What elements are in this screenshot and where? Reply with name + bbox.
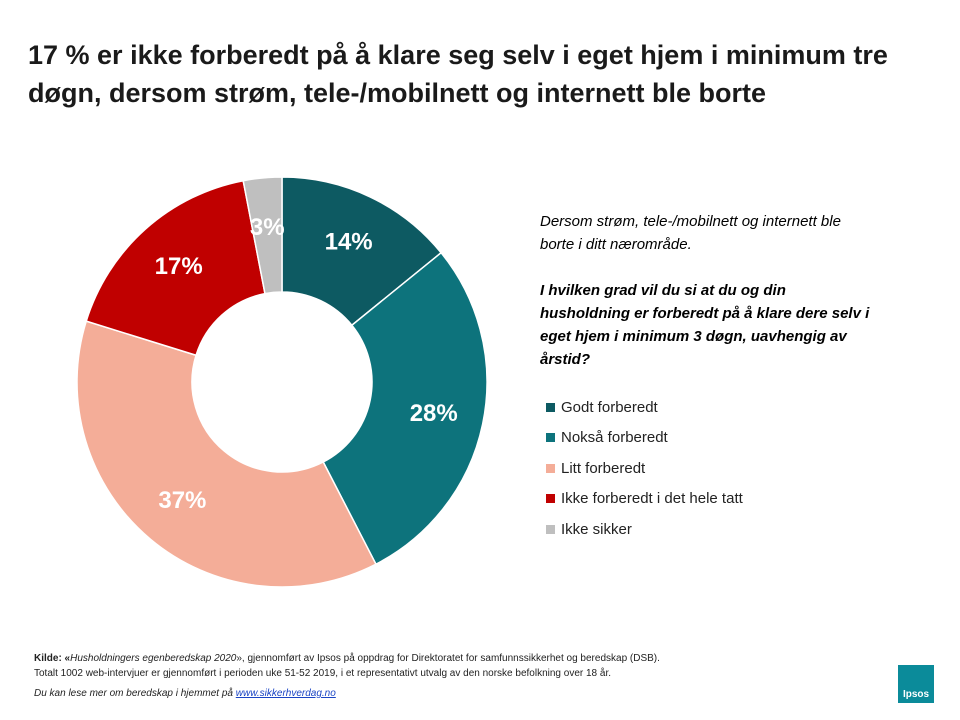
ipsos-logo: Ipsos <box>898 665 934 703</box>
legend-item-ikke-sikker: Ikke sikker <box>546 514 743 545</box>
legend-item-ikke-forberedt-i-det-hele-tatt: Ikke forberedt i det hele tatt <box>546 484 743 515</box>
footer: Kilde: «Husholdningers egenberedskap 202… <box>34 651 884 701</box>
source-prefix: Kilde: « <box>34 653 71 664</box>
page-title: 17 % er ikke forberedt på å klare seg se… <box>28 40 888 108</box>
legend-swatch <box>546 433 555 443</box>
sikkerhverdag-link[interactable]: www.sikkerhverdag.no <box>235 688 336 699</box>
legend-label: Ikke forberedt i det hele tatt <box>561 490 743 508</box>
method-note: Totalt 1002 web-intervjuer er gjennomfør… <box>34 668 612 679</box>
legend-swatch <box>546 524 555 534</box>
source-suffix: », gjennomført av Ipsos på oppdrag for D… <box>236 653 660 664</box>
source-study: Husholdningers egenberedskap 2020 <box>70 653 237 664</box>
donut-slices <box>76 176 488 588</box>
ipsos-logo-text: Ipsos <box>902 689 930 700</box>
chart-legend: Godt forberedt Nokså forberedt Litt forber… <box>546 392 743 545</box>
slice-ikke-forberedt-i-det-hele-tatt <box>85 179 266 357</box>
slice-litt-forberedt <box>76 320 377 588</box>
question-text: I hvilken grad vil du si at du og din hu… <box>540 282 870 368</box>
legend-label: Ikke sikker <box>561 520 632 538</box>
legend-item-godt-forberedt: Godt forberedt <box>546 392 743 423</box>
read-more-note: Du kan lese mer om beredskap i hjemmet p… <box>34 686 884 701</box>
legend-label: Litt forberedt <box>561 459 646 477</box>
slice-label-ikke-sikker: 3% <box>250 214 285 241</box>
question-intro: Dersom strøm, tele-/mobilnett og interne… <box>540 213 841 253</box>
read-more-text: Du kan lese mer om beredskap i hjemmet p… <box>34 688 233 699</box>
question-block: Dersom strøm, tele-/mobilnett og interne… <box>540 210 870 371</box>
slice-label-litt-forberedt: 37% <box>158 487 206 514</box>
donut-slice-labels: 14% 28% 37% 17% 3% <box>155 214 458 514</box>
legend-swatch <box>546 402 555 412</box>
legend-label: Nokså forberedt <box>561 429 668 447</box>
legend-label: Godt forberedt <box>561 398 658 416</box>
legend-swatch <box>546 494 555 504</box>
slice-label-noksa-forberedt: 28% <box>410 400 458 427</box>
legend-swatch <box>546 463 555 473</box>
legend-item-noksa-forberedt: Nokså forberedt <box>546 423 743 454</box>
slice-noksa-forberedt <box>322 251 488 566</box>
source-note: Kilde: «Husholdningers egenberedskap 202… <box>34 651 884 666</box>
slice-label-godt-forberedt: 14% <box>325 229 373 256</box>
slice-ikke-sikker <box>242 176 283 295</box>
legend-item-litt-forberedt: Litt forberedt <box>546 453 743 484</box>
slice-godt-forberedt <box>281 176 443 327</box>
slice-label-ikke-forberedt-i-det-hele-tatt: 17% <box>155 253 203 280</box>
